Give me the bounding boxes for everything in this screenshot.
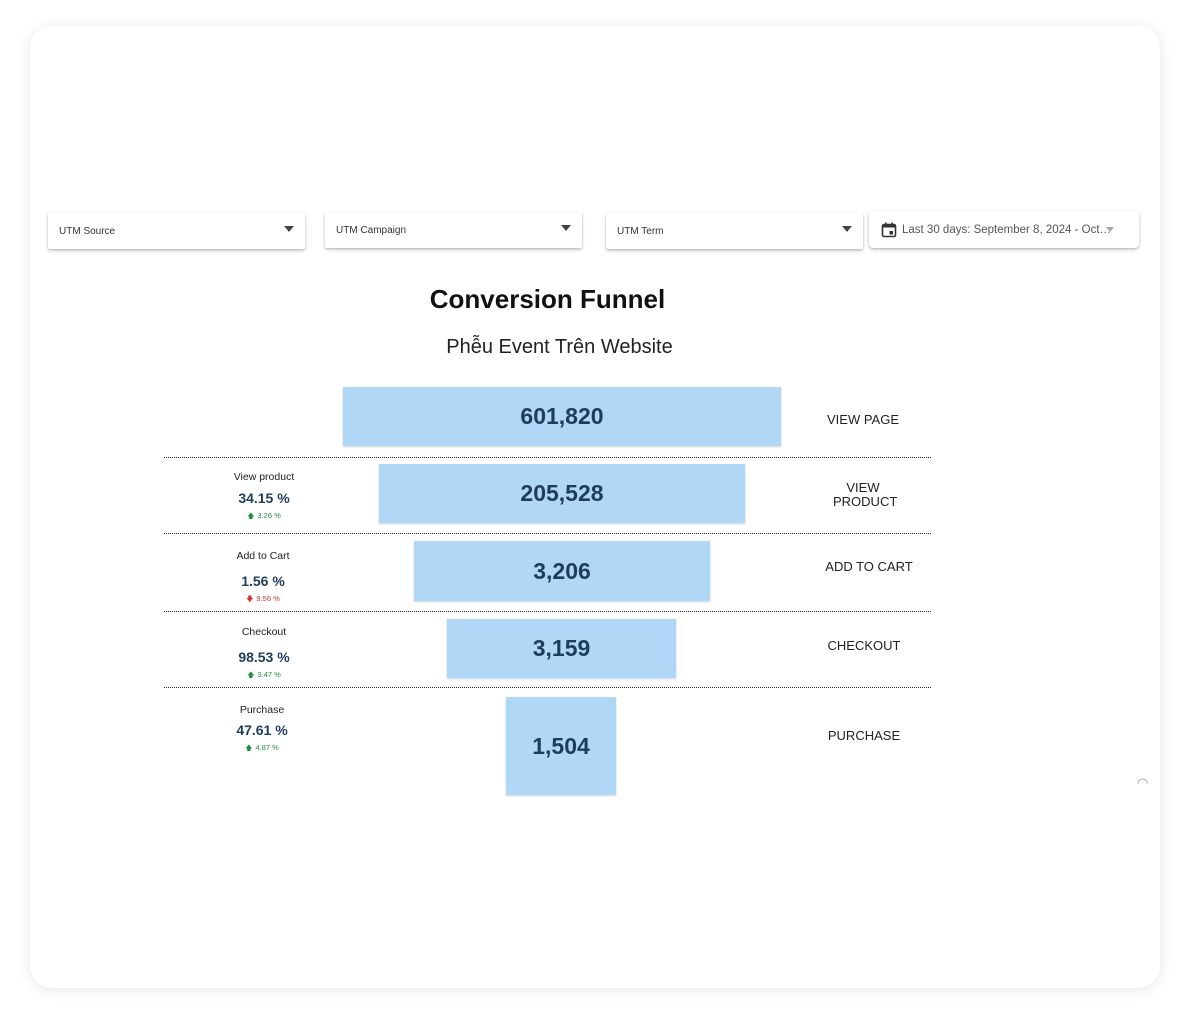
utm-campaign-label: UTM Campaign: [336, 224, 407, 236]
utm-source-label: UTM Source: [59, 225, 116, 237]
caret-down-icon: [284, 226, 294, 232]
metric-name: View product: [233, 471, 295, 483]
caret-down-icon: [1106, 227, 1114, 232]
stage-label-purchase: PURCHASE: [827, 728, 901, 743]
utm-source-dropdown[interactable]: UTM Source: [48, 213, 305, 249]
utm-term-label: UTM Term: [617, 225, 664, 237]
metric-delta: 🡅 3.47 %: [247, 670, 281, 679]
conversion-metric-view-product: View product 34.15 % 🡅 3.26 %: [164, 471, 364, 523]
stage-divider: [164, 533, 931, 534]
metric-rate: 34.15 %: [238, 490, 290, 506]
metric-rate: 1.56 %: [241, 573, 285, 589]
stage-divider: [164, 687, 931, 688]
stage-label-checkout: CHECKOUT: [827, 638, 901, 653]
conversion-metric-checkout: Checkout 98.53 % 🡅 3.47 %: [164, 626, 364, 682]
metric-rate: 98.53 %: [238, 649, 290, 665]
stage-label-add-to-cart: ADD TO CART: [825, 559, 913, 574]
funnel-value: 601,820: [520, 403, 604, 429]
date-range-label: Last 30 days: September 8, 2024 - Oct…: [902, 223, 1112, 236]
arrow-down-icon: 🡇: [246, 596, 254, 603]
stage-divider: [164, 457, 931, 458]
funnel-bar-checkout: 3,159: [447, 619, 676, 678]
stage-label-view-page: VIEW PAGE: [827, 412, 899, 427]
funnel-bar-add-to-cart: 3,206: [414, 541, 710, 601]
page-title: Conversion Funnel: [429, 284, 666, 314]
arrow-up-icon: 🡅: [247, 672, 255, 679]
page-subtitle: Phễu Event Trên Website: [446, 336, 673, 358]
loading-spinner-icon: ◠: [1137, 775, 1149, 790]
metric-name: Purchase: [239, 704, 285, 716]
utm-term-dropdown[interactable]: UTM Term: [606, 213, 863, 249]
funnel-value: 3,159: [532, 635, 591, 661]
funnel-value: 1,504: [532, 732, 590, 759]
metric-name: Add to Cart: [236, 550, 290, 562]
metric-name: Checkout: [241, 626, 287, 638]
metric-delta: 🡅 4.87 %: [245, 743, 279, 752]
conversion-metric-purchase: Purchase 47.61 % 🡅 4.87 %: [162, 704, 362, 755]
arrow-up-icon: 🡅: [245, 745, 253, 752]
conversion-metric-add-to-cart: Add to Cart 1.56 % 🡇 9.56 %: [163, 550, 363, 606]
caret-down-icon: [842, 226, 852, 232]
funnel-bar-view-product: 205,528: [379, 464, 745, 523]
metric-rate: 47.61 %: [236, 722, 288, 738]
funnel-bar-view-page: 601,820: [343, 387, 781, 446]
funnel-value: 3,206: [533, 557, 591, 584]
calendar-icon: [881, 222, 897, 237]
metric-delta: 🡇 9.56 %: [246, 594, 280, 603]
stage-label-view-product: VIEW PRODUCT: [833, 480, 898, 509]
funnel-value: 205,528: [520, 480, 604, 506]
caret-down-icon: [561, 225, 571, 231]
stage-divider: [164, 611, 931, 612]
funnel-bar-purchase: 1,504: [506, 697, 616, 795]
date-range-picker[interactable]: Last 30 days: September 8, 2024 - Oct…: [869, 211, 1139, 248]
utm-campaign-dropdown[interactable]: UTM Campaign: [325, 212, 582, 248]
metric-delta: 🡅 3.26 %: [247, 511, 281, 520]
arrow-up-icon: 🡅: [247, 513, 255, 520]
